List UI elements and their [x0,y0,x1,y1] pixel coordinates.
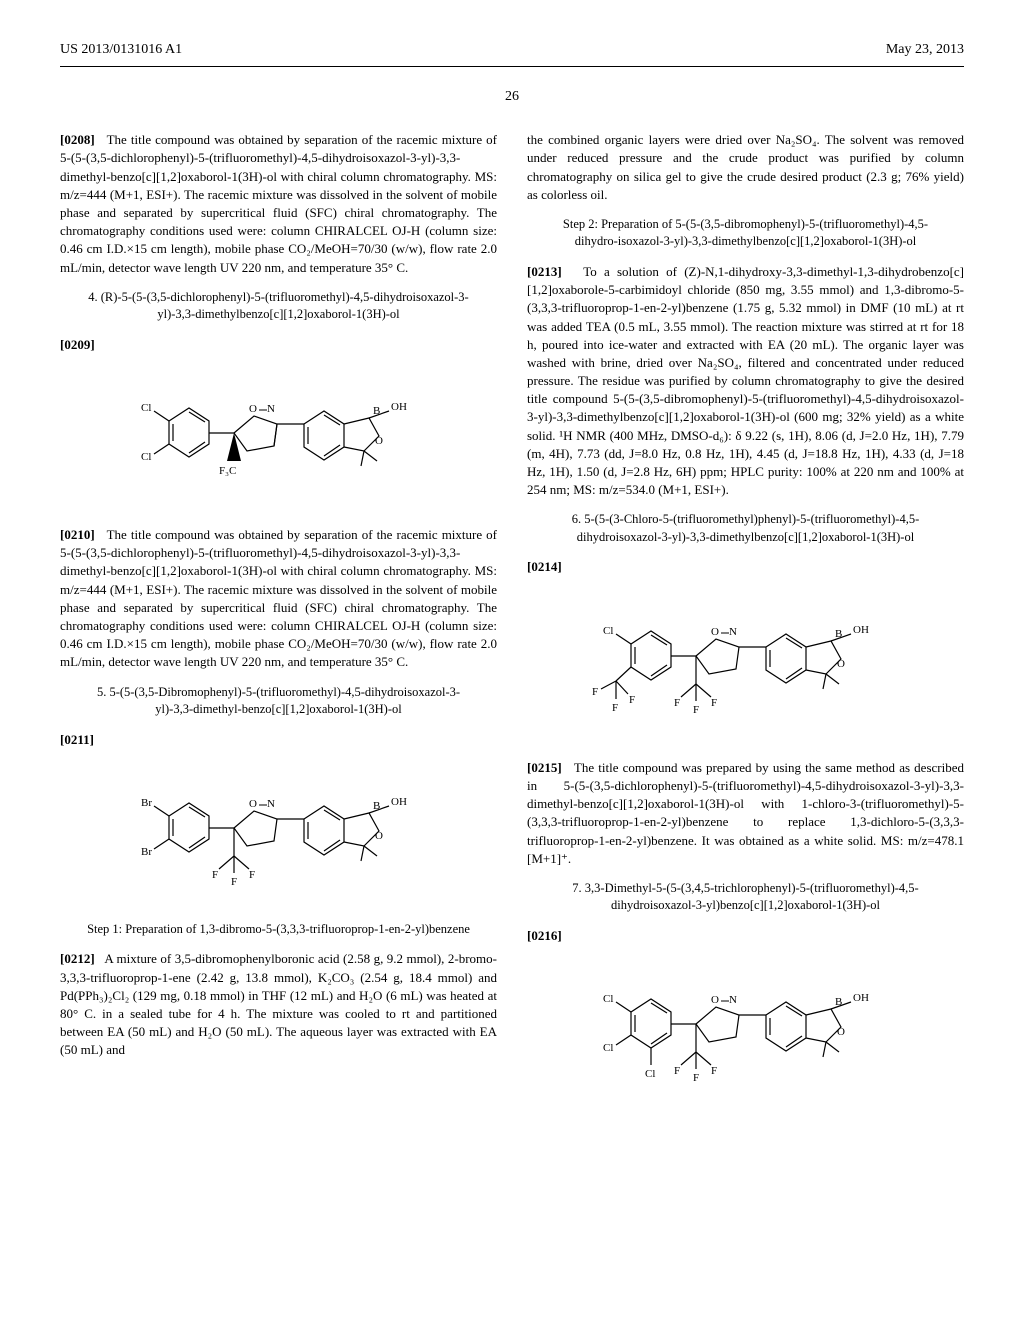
compound-5-title: 5. 5-(5-(3,5-Dibromophenyl)-5-(trifluoro… [80,684,477,719]
b-label: B [835,996,842,1008]
f-label: F [592,686,598,698]
o-label: O [837,1026,845,1038]
cl-label: Cl [141,451,151,463]
f-label: F [231,876,237,888]
structure-2: Br Br O N F F F B OH O [60,761,497,906]
patent-date: May 23, 2013 [886,40,964,60]
f-label: F [711,697,717,709]
structure-3: Cl F F F O N F F F B OH O [527,589,964,744]
paragraph-0209: [0209] [60,336,497,354]
n-label: N [729,626,737,638]
cf3-label: F₃C [219,465,236,477]
para-text: A mixture of 3,5-dibromophenylboronic ac… [60,951,497,1057]
compound-4-title: 4. (R)-5-(5-(3,5-dichlorophenyl)-5-(trif… [80,289,477,324]
cl-label: Cl [141,402,151,414]
b-label: B [835,628,842,640]
paragraph-0216: [0216] [527,927,964,945]
para-text: The title compound was obtained by separ… [60,527,497,669]
para-num: [0209] [60,337,95,352]
cl-label: Cl [603,1042,613,1054]
cl-label: Cl [603,993,613,1005]
para-num: [0212] [60,951,95,966]
para-num: [0216] [527,928,562,943]
f-label: F [693,1072,699,1084]
structure-4: Cl Cl Cl O N F F F B OH O [527,957,964,1112]
paragraph-0210: [0210] The title compound was obtained b… [60,526,497,672]
o-label: O [711,626,719,638]
br-label: Br [141,797,152,809]
paragraph-0208: [0208] The title compound was obtained b… [60,131,497,277]
o-label: O [249,403,257,415]
f-label: F [674,1065,680,1077]
n-label: N [267,798,275,810]
f-label: F [212,869,218,881]
paragraph-0211: [0211] [60,731,497,749]
continuation-text: the combined organic layers were dried o… [527,131,964,204]
oh-label: OH [391,401,407,413]
para-text: The title compound was obtained by separ… [60,132,497,274]
o-label: O [249,798,257,810]
f-label: F [693,704,699,716]
page-number: 26 [60,87,964,107]
para-text: To a solution of (Z)-N,1-dihydroxy-3,3-d… [527,264,964,497]
compound-6-title: 6. 5-(5-(3-Chloro-5-(trifluoromethyl)phe… [547,511,944,546]
br-label: Br [141,846,152,858]
patent-number: US 2013/0131016 A1 [60,40,182,60]
para-text: The title compound was prepared by using… [527,760,964,866]
o-label: O [711,994,719,1006]
f-label: F [711,1065,717,1077]
cl-label: Cl [603,625,613,637]
o-label: O [375,830,383,842]
n-label: N [729,994,737,1006]
paragraph-0214: [0214] [527,558,964,576]
right-column: the combined organic layers were dried o… [527,131,964,1127]
o-label: O [837,658,845,670]
o-label: O [375,435,383,447]
paragraph-0212: [0212] A mixture of 3,5-dibromophenylbor… [60,950,497,1059]
paragraph-0213: [0213] To a solution of (Z)-N,1-dihydrox… [527,263,964,499]
oh-label: OH [391,796,407,808]
compound-7-title: 7. 3,3-Dimethyl-5-(5-(3,4,5-trichlorophe… [547,880,944,915]
para-num: [0213] [527,264,562,279]
oh-label: OH [853,624,869,636]
structure-1: Cl Cl O N F₃C B OH O [60,366,497,511]
b-label: B [373,405,380,417]
b-label: B [373,800,380,812]
f-label: F [249,869,255,881]
f-label: F [612,702,618,714]
cl-label: Cl [645,1068,655,1080]
n-label: N [267,403,275,415]
f-label: F [629,694,635,706]
para-num: [0208] [60,132,95,147]
para-num: [0211] [60,732,94,747]
oh-label: OH [853,992,869,1004]
step1-title: Step 1: Preparation of 1,3-dibromo-5-(3,… [80,921,477,939]
f-label: F [674,697,680,709]
step2-title: Step 2: Preparation of 5-(5-(3,5-dibromo… [547,216,944,251]
header-rule [60,66,964,67]
para-num: [0214] [527,559,562,574]
paragraph-0215: [0215] The title compound was prepared b… [527,759,964,868]
para-num: [0215] [527,760,562,775]
left-column: [0208] The title compound was obtained b… [60,131,497,1127]
para-num: [0210] [60,527,95,542]
